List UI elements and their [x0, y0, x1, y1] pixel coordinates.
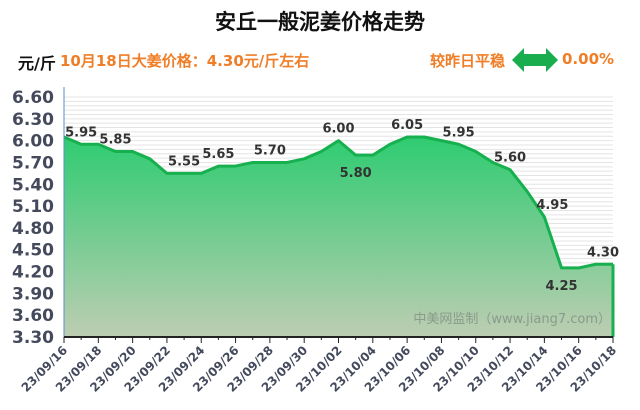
data-label: 5.80	[340, 166, 372, 181]
compare-label: 较昨日平稳	[430, 52, 506, 70]
data-label: 5.55	[168, 154, 200, 169]
y-tick-label: 6.00	[12, 132, 54, 152]
data-label: 5.95	[443, 125, 475, 140]
y-tick-label: 6.60	[12, 88, 54, 108]
data-label: 5.65	[202, 147, 234, 162]
data-label: 4.30	[587, 245, 619, 260]
data-label: 6.05	[391, 118, 423, 133]
change-percent: 0.00%	[562, 50, 615, 68]
y-tick-label: 4.80	[12, 219, 54, 239]
y-tick-label: 6.30	[12, 110, 54, 130]
data-label: 4.25	[545, 279, 577, 294]
data-label: 5.70	[254, 143, 286, 158]
y-tick-label: 5.40	[12, 175, 54, 195]
today-price: 10月18日大姜价格：4.30元/斤左右	[60, 52, 310, 70]
data-label: 6.00	[322, 122, 354, 137]
unit-label: 元/斤	[18, 54, 56, 73]
y-tick-label: 3.90	[12, 284, 54, 304]
y-tick-label: 5.10	[12, 197, 54, 217]
data-label: 5.60	[494, 151, 526, 166]
double-arrow-icon	[512, 48, 558, 76]
chart-title: 安丘一般泥姜价格走势	[215, 10, 425, 34]
y-tick-label: 3.60	[12, 306, 54, 326]
y-tick-label: 3.30	[12, 328, 54, 348]
data-label: 5.95	[65, 125, 97, 140]
price-line	[63, 135, 613, 270]
price-area	[64, 137, 613, 337]
y-tick-label: 4.20	[12, 263, 54, 283]
watermark: 中美网监制（www.jiang7.com）	[413, 312, 611, 327]
data-label: 5.85	[99, 133, 131, 148]
data-label: 4.95	[536, 198, 568, 213]
y-tick-label: 4.50	[12, 241, 54, 261]
y-tick-label: 5.70	[12, 153, 54, 173]
